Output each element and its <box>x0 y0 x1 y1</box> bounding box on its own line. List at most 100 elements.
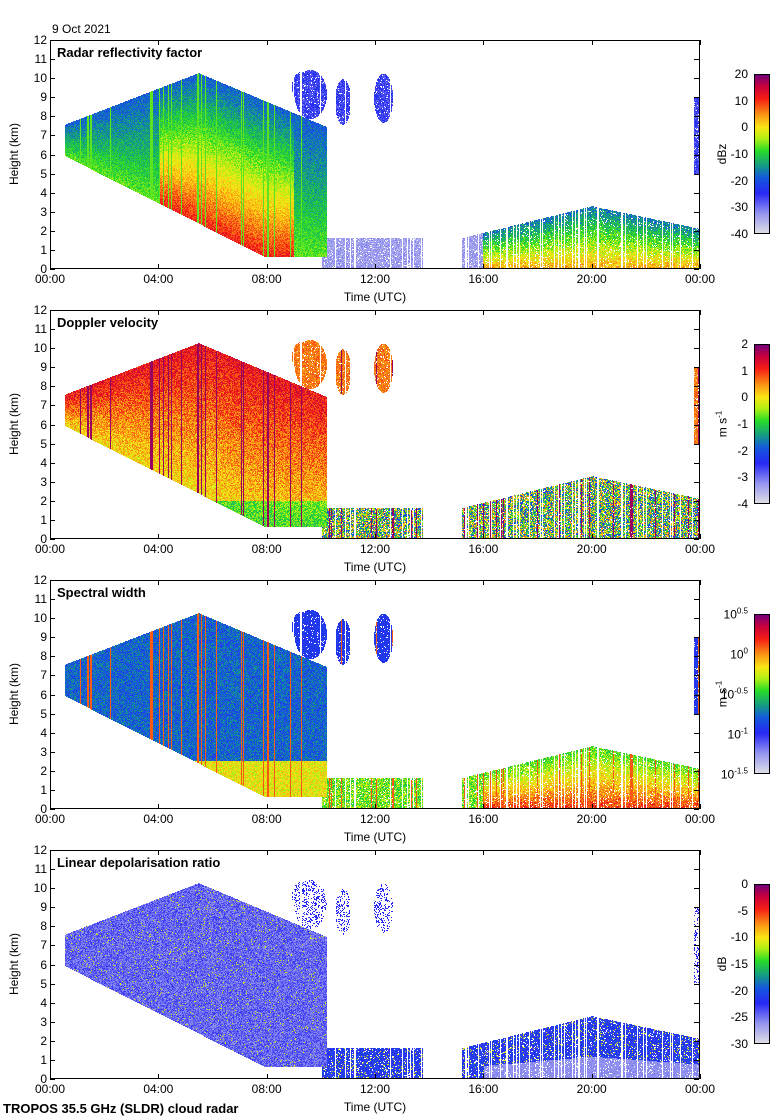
x-tick-mark <box>483 850 485 855</box>
y-tick-mark <box>694 78 699 80</box>
y-tick-mark <box>694 539 699 540</box>
y-tick-mark <box>50 249 55 251</box>
y-tick-label: 3 <box>40 744 47 759</box>
y-tick-label: 2 <box>40 1033 47 1048</box>
chart-panel-velocity: Doppler velocity Height (km) 0 1 2 3 4 5 6 7 8 9 10 1… <box>0 303 780 580</box>
y-tick-mark <box>50 1059 55 1061</box>
y-tick-mark <box>50 230 55 232</box>
x-tick-mark <box>158 1074 160 1079</box>
x-tick-label: 20:00 <box>576 272 607 286</box>
y-tick-mark <box>50 907 55 909</box>
y-tick-mark <box>694 789 699 791</box>
x-tick-mark <box>591 310 593 315</box>
y-tick-label: 7 <box>40 938 47 953</box>
x-tick-mark <box>50 40 51 45</box>
x-tick-mark <box>591 264 593 269</box>
y-tick-label: 4 <box>40 725 47 740</box>
y-tick-label: 8 <box>40 109 47 124</box>
y-tick-label: 12 <box>33 573 47 587</box>
y-tick-mark <box>50 405 55 407</box>
y-tick-label: 10 <box>33 341 47 356</box>
x-tick-mark <box>375 534 376 539</box>
x-tick-mark <box>700 804 701 809</box>
x-axis-label: Time (UTC) <box>343 290 407 304</box>
y-tick-mark <box>50 770 55 772</box>
colorbar-tick-label: -5 <box>737 903 748 918</box>
x-tick-mark <box>375 580 376 585</box>
x-tick-mark <box>158 264 160 269</box>
x-tick-mark <box>375 264 376 269</box>
x-tick-mark <box>375 40 376 45</box>
colorbar-gradient <box>755 345 769 503</box>
y-tick-mark <box>694 580 699 581</box>
plot-area: Spectral width <box>50 580 700 809</box>
y-tick-mark <box>694 519 699 521</box>
y-tick-mark <box>50 367 55 369</box>
y-tick-label: 9 <box>40 900 47 915</box>
x-tick-mark <box>158 804 160 809</box>
x-tick-mark <box>591 1074 593 1079</box>
x-tick-mark <box>50 804 51 809</box>
y-tick-mark <box>694 1059 699 1061</box>
y-tick-mark <box>694 1002 699 1004</box>
x-tick-mark <box>50 310 51 315</box>
x-tick-mark <box>483 804 485 809</box>
x-tick-mark <box>158 40 160 45</box>
y-tick-mark <box>694 675 699 677</box>
y-tick-mark <box>50 500 55 502</box>
colorbar-gradient <box>755 885 769 1043</box>
y-tick-label: 2 <box>40 763 47 778</box>
colorbar-tick-label: 0 <box>741 120 748 135</box>
y-tick-label: 1 <box>40 782 47 797</box>
y-tick-mark <box>694 59 699 61</box>
y-tick-mark <box>694 211 699 213</box>
x-tick-label: 00:00 <box>684 812 716 826</box>
x-tick-label: 04:00 <box>143 812 174 826</box>
y-tick-mark <box>50 713 55 715</box>
x-tick-mark <box>700 850 701 855</box>
x-tick-label: 00:00 <box>684 542 716 556</box>
y-tick-label: 12 <box>33 303 47 317</box>
colorbar-tick-label: 10 <box>734 93 748 108</box>
x-tick-mark <box>375 850 376 855</box>
y-tick-label: 10 <box>33 611 47 626</box>
y-tick-mark <box>50 519 55 521</box>
x-tick-mark <box>266 310 268 315</box>
y-tick-label: 10 <box>33 71 47 86</box>
x-tick-label: 00:00 <box>34 542 66 556</box>
panel-title: Doppler velocity <box>57 315 159 330</box>
x-tick-mark <box>158 580 160 585</box>
colorbar-gradient <box>755 615 769 773</box>
y-tick-mark <box>694 656 699 658</box>
x-tick-label: 12:00 <box>359 1082 391 1096</box>
x-tick-mark <box>375 310 376 315</box>
y-tick-label: 6 <box>40 147 47 162</box>
y-tick-mark <box>694 481 699 483</box>
y-tick-mark <box>694 869 699 871</box>
x-tick-mark <box>700 264 701 269</box>
colorbar-tick-label: -1 <box>737 417 748 431</box>
y-tick-label: 2 <box>40 223 47 238</box>
y-tick-mark <box>694 751 699 753</box>
y-tick-mark <box>50 869 55 871</box>
y-tick-mark <box>694 424 699 426</box>
date-label: 9 Oct 2021 <box>52 22 111 36</box>
colorbar-unit-label: dBz <box>715 143 729 165</box>
x-tick-mark <box>700 1074 701 1079</box>
y-tick-mark <box>694 694 699 696</box>
colorbar-tick-label: 1 <box>741 363 748 378</box>
y-tick-mark <box>50 656 55 658</box>
y-tick-mark <box>694 97 699 99</box>
y-tick-mark <box>694 907 699 909</box>
y-tick-mark <box>50 154 55 156</box>
y-tick-mark <box>50 348 55 350</box>
x-tick-label: 12:00 <box>359 272 391 286</box>
x-tick-mark <box>50 850 51 855</box>
y-tick-mark <box>694 367 699 369</box>
x-tick-label: 20:00 <box>576 1082 607 1096</box>
y-tick-label: 11 <box>34 862 47 877</box>
x-axis-label: Time (UTC) <box>343 830 407 844</box>
colorbar-tick-label: 2 <box>741 337 748 351</box>
y-tick-mark <box>50 789 55 791</box>
y-tick-label: 3 <box>40 1014 47 1029</box>
